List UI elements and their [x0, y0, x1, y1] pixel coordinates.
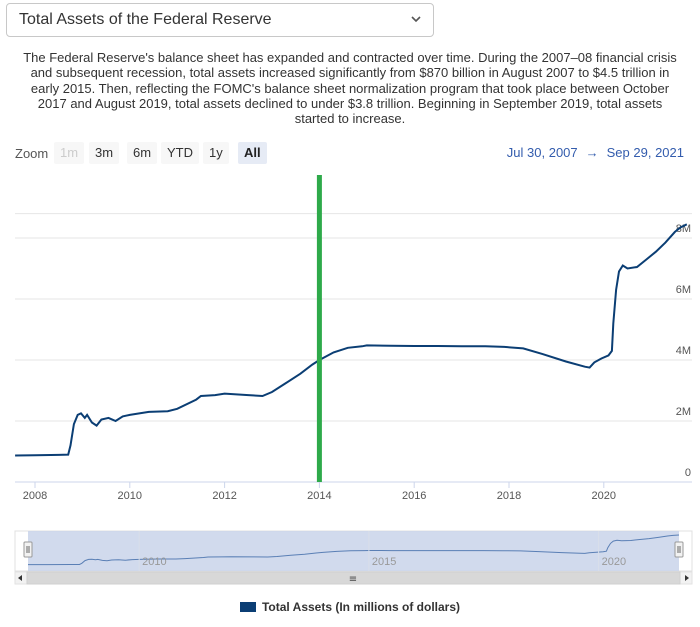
- navigator-scrollbar[interactable]: ≡: [14, 571, 693, 585]
- y-tick-label-6M: 6M: [676, 284, 691, 296]
- x-tick-label-2014: 2014: [307, 490, 331, 502]
- zoom-button-6m[interactable]: 6m: [127, 142, 158, 164]
- scroll-right-arrow-icon: [685, 575, 689, 581]
- zoom-button-3m[interactable]: 3m: [89, 142, 120, 164]
- chart-description: The Federal Reserve's balance sheet has …: [23, 50, 677, 127]
- x-tick-label-2008: 2008: [23, 490, 47, 502]
- handle-body: [674, 541, 684, 558]
- x-tick-label-2012: 2012: [212, 490, 236, 502]
- zoom-button-1y[interactable]: 1y: [203, 142, 229, 164]
- series-line-total-assets[interactable]: [15, 223, 688, 457]
- date-range-display: Jul 30, 2007 → Sep 29, 2021: [503, 145, 688, 160]
- y-tick-label-2M: 2M: [676, 406, 691, 418]
- legend[interactable]: Total Assets (In millions of dollars): [0, 600, 700, 614]
- y-tick-label-0: 0: [685, 467, 691, 479]
- zoom-button-ytd[interactable]: YTD: [161, 142, 199, 164]
- zoom-label: Zoom: [15, 146, 49, 161]
- x-tick-label-2016: 2016: [402, 490, 426, 502]
- range-to-date[interactable]: Sep 29, 2021: [606, 145, 684, 160]
- x-tick-label-2020: 2020: [592, 490, 616, 502]
- handle-body: [23, 541, 33, 558]
- navigator-handle-left[interactable]: [23, 541, 33, 558]
- scroll-left-arrow-icon: [18, 575, 22, 581]
- navigator-series-line: [28, 534, 680, 566]
- x-tick-label-2010: 2010: [118, 490, 142, 502]
- zoom-button-1m[interactable]: 1m: [54, 142, 85, 164]
- legend-swatch: [239, 602, 256, 612]
- navigator-tick-label-2010: 2010: [142, 556, 166, 568]
- scrollbar-grip-icon: ≡: [349, 574, 357, 585]
- legend-label: Total Assets (In millions of dollars): [261, 600, 461, 614]
- y-tick-label-8M: 8M: [676, 223, 691, 235]
- range-arrow: →: [585, 145, 599, 160]
- x-axis: 2008 2010 2012 2014 2016 2018 2020: [15, 481, 692, 502]
- range-from-date[interactable]: Jul 30, 2007: [506, 145, 578, 160]
- zoom-button-all[interactable]: All: [238, 142, 267, 164]
- x-tick-label-2018: 2018: [497, 490, 521, 502]
- navigator-tick-label-2015: 2015: [372, 556, 396, 568]
- grid-lines: [15, 213, 692, 422]
- navigator-tick-label-2020: 2020: [602, 556, 626, 568]
- chart-selector-dropdown[interactable]: Total Assets of the Federal Reserve: [6, 3, 434, 37]
- chevron-down-icon: [411, 16, 421, 23]
- chart-selector-value: Total Assets of the Federal Reserve: [19, 11, 272, 28]
- navigator[interactable]: 2010 2015 2020 ≡: [14, 530, 693, 585]
- scrollbar-thumb: [26, 571, 681, 585]
- y-tick-label-4M: 4M: [676, 345, 691, 357]
- navigator-handle-right[interactable]: [674, 541, 684, 558]
- y-axis-labels: 0 2M 4M 6M 8M: [676, 223, 691, 479]
